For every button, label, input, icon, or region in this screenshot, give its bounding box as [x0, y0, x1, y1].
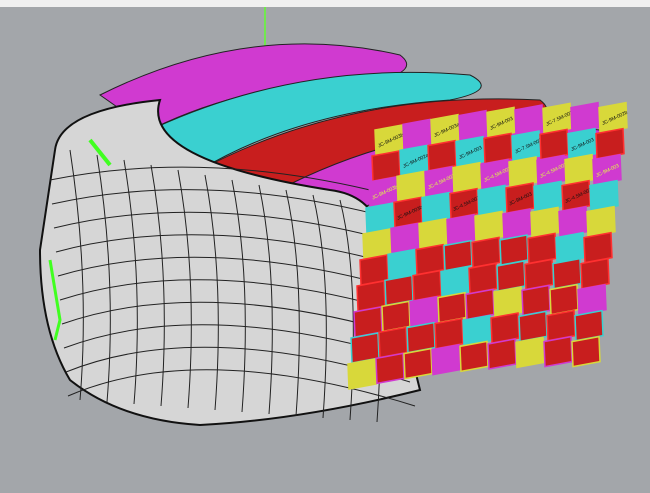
panel: [589, 179, 619, 212]
panel: [592, 153, 622, 186]
panel: [564, 153, 594, 186]
panel: [449, 187, 479, 220]
panel: [443, 239, 473, 272]
panel: [471, 236, 501, 269]
panel: [555, 231, 585, 264]
panel: [515, 336, 545, 369]
panel: [552, 257, 582, 290]
panel: [486, 106, 516, 139]
panel: [571, 335, 601, 368]
panel: [533, 180, 563, 213]
panel: [577, 283, 607, 316]
panel: [586, 205, 616, 238]
panel: [375, 352, 405, 385]
panel: [409, 295, 439, 328]
viewport-title-strip: [0, 0, 650, 7]
panel: [561, 179, 591, 212]
panel: [427, 139, 457, 172]
panel: [412, 269, 442, 302]
panel: [549, 283, 579, 316]
panel: [511, 130, 541, 162]
panel: [521, 284, 551, 317]
panel: [574, 309, 604, 342]
panel: [458, 109, 488, 142]
panel: [595, 127, 625, 160]
panel: [474, 210, 504, 243]
panel: [524, 258, 554, 291]
panel: [421, 191, 451, 224]
panel: [558, 205, 588, 238]
panel: [455, 135, 485, 168]
panel: [493, 286, 523, 318]
panel: [415, 243, 445, 276]
panel: [477, 184, 507, 217]
panel: [468, 262, 498, 295]
panel: [430, 113, 460, 146]
panel: [518, 310, 548, 343]
panel: [505, 182, 535, 214]
panel: [496, 260, 526, 292]
hull-surface: [38, 98, 422, 427]
panel: [514, 104, 544, 136]
panel: [418, 217, 448, 250]
panel: [434, 317, 464, 350]
panel: [542, 102, 572, 135]
panel: [502, 208, 532, 240]
panel: [462, 314, 492, 347]
panel: [440, 265, 470, 298]
panel: [480, 158, 510, 191]
panel: [483, 132, 513, 165]
panel: [490, 312, 520, 344]
panel: [446, 213, 476, 246]
panel: [570, 101, 600, 134]
panel: [406, 321, 436, 354]
panel: [598, 101, 628, 134]
panel: [527, 232, 557, 265]
panel: [452, 161, 482, 194]
panel: [437, 291, 467, 324]
panel: [508, 156, 538, 188]
hull-mesh-lines: [49, 149, 416, 423]
panel: [431, 343, 461, 376]
green-edge: [48, 259, 62, 341]
panel: [499, 234, 529, 266]
panel: [487, 338, 517, 370]
green-edge: [88, 138, 112, 167]
panel: [465, 288, 495, 321]
panel: [583, 231, 613, 264]
panel: [580, 257, 610, 290]
panel: [403, 347, 433, 380]
panel: [567, 127, 597, 160]
panel: [536, 154, 566, 187]
panel: [530, 206, 560, 239]
panel: [424, 165, 454, 198]
panel: [459, 340, 489, 373]
panel: [546, 309, 576, 342]
panel: [543, 335, 573, 368]
panel: [347, 358, 377, 390]
panel: [539, 128, 569, 161]
